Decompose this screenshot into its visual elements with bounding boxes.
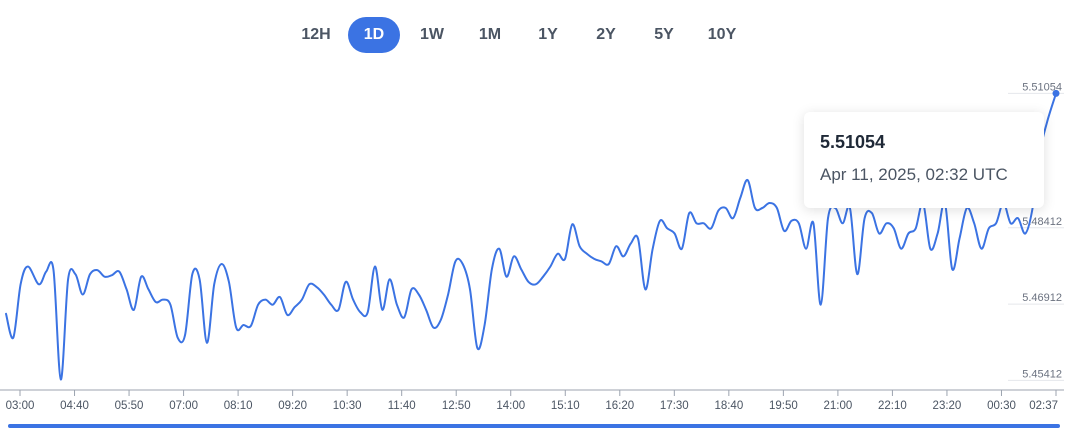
- x-tick-label: 12:50: [442, 400, 471, 412]
- x-tick-label: 16:20: [605, 400, 634, 412]
- tooltip-value: 5.51054: [820, 132, 886, 152]
- x-tick-label: 07:00: [169, 400, 198, 412]
- x-tick-label: 08:10: [224, 400, 253, 412]
- range-tab-1d[interactable]: 1D: [348, 17, 400, 53]
- price-tooltip: 5.51054 Apr 11, 2025, 02:32 UTC: [804, 112, 1044, 208]
- x-tick-label: 09:20: [278, 400, 307, 412]
- x-tick-label: 03:00: [6, 400, 35, 412]
- x-tick-label: 15:10: [551, 400, 580, 412]
- y-tick-label: 5.51054: [1022, 81, 1062, 93]
- x-tick-label: 00:30: [987, 400, 1016, 412]
- x-tick-label: 05:50: [115, 400, 144, 412]
- range-tab-10y[interactable]: 10Y: [707, 26, 737, 43]
- x-tick-label: 18:40: [714, 400, 743, 412]
- range-tab-12h[interactable]: 12H: [301, 26, 331, 43]
- range-tab-1y[interactable]: 1Y: [538, 26, 558, 43]
- y-tick-label: 5.46912: [1022, 292, 1062, 304]
- range-tabs: 12H 1D 1W 1M 1Y 2Y 5Y 10Y: [290, 17, 754, 53]
- y-axis: 5.45412 5.46912 5.48412 5.51054: [1008, 81, 1064, 381]
- x-tick-label: 14:00: [496, 400, 525, 412]
- x-tick-label: 10:30: [333, 400, 362, 412]
- range-tab-1w[interactable]: 1W: [420, 26, 444, 43]
- tooltip-date: Apr 11, 2025, 02:32 UTC: [820, 165, 1008, 184]
- range-tab-2y[interactable]: 2Y: [596, 26, 616, 43]
- range-tab-1m[interactable]: 1M: [478, 26, 502, 43]
- y-tick-label: 5.45412: [1022, 368, 1062, 380]
- range-scrollbar[interactable]: [8, 424, 1060, 428]
- x-tick-label: 04:40: [60, 400, 89, 412]
- series-line: [5, 92, 1057, 381]
- x-tick-label: 17:30: [660, 400, 689, 412]
- x-tick-label: 11:40: [388, 400, 416, 412]
- x-tick-label: 19:50: [769, 400, 798, 412]
- y-tick-label: 5.48412: [1022, 216, 1062, 228]
- hover-point-marker: [1052, 89, 1060, 97]
- x-tick-label: 23:20: [933, 400, 962, 412]
- x-tick-label: 21:00: [824, 400, 853, 412]
- x-axis: 03:00 04:40 05:50 07:00 08:10 09:20 10:30 11:40…: [6, 390, 1058, 412]
- x-tick-label: 02:37: [1029, 400, 1058, 412]
- x-tick-label: 22:10: [878, 400, 907, 412]
- range-tab-5y[interactable]: 5Y: [654, 26, 674, 43]
